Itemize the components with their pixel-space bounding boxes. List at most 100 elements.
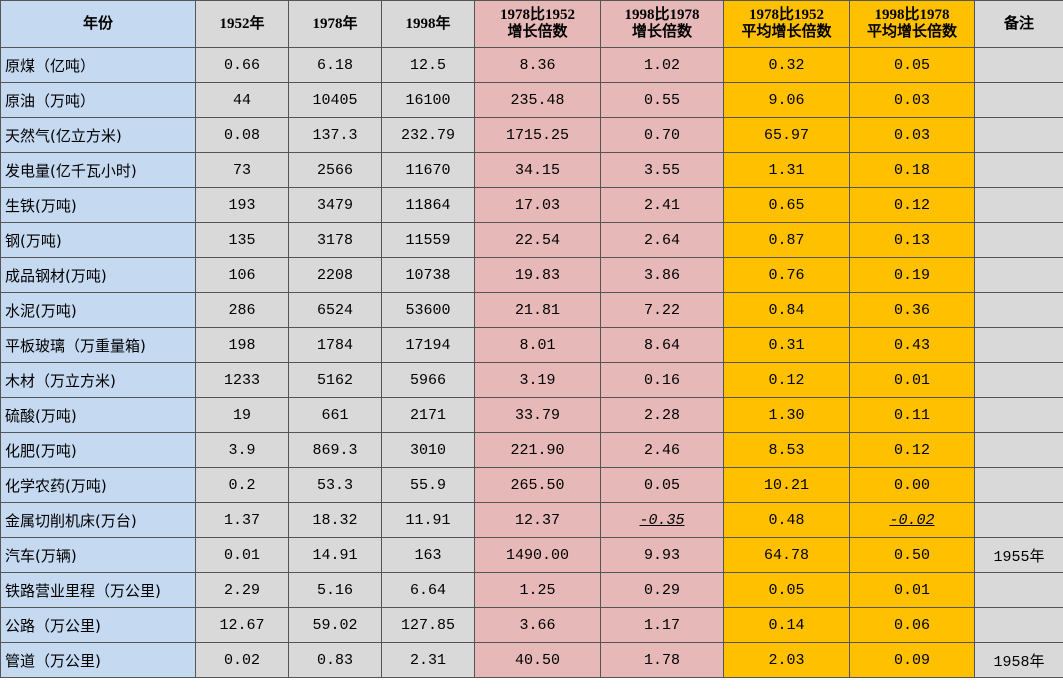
value-cell: 286	[195, 292, 289, 328]
value-cell: 0.83	[288, 642, 382, 678]
value-cell: 0.70	[600, 117, 724, 153]
value-cell: 1715.25	[474, 117, 601, 153]
value-cell: 0.32	[723, 47, 850, 83]
table-body: 原煤（亿吨） 0.66 6.18 12.5 8.36 1.02 0.32 0.05 原油（万吨）…	[0, 47, 1063, 678]
value-cell: 22.54	[474, 222, 601, 258]
value-cell: 3178	[288, 222, 382, 258]
value-cell: 3010	[381, 432, 475, 468]
remark-cell	[974, 222, 1063, 258]
table-row: 水泥(万吨) 286 6524 53600 21.81 7.22 0.84 0.36	[0, 292, 1063, 328]
value-cell: 0.01	[849, 572, 975, 608]
row-label: 化学农药(万吨)	[0, 467, 196, 503]
value-cell: 65.97	[723, 117, 850, 153]
table-row: 汽车(万辆) 0.01 14.91 163 1490.00 9.93 64.78 0.50 19…	[0, 537, 1063, 573]
value-cell: 19	[195, 397, 289, 433]
value-cell: 6524	[288, 292, 382, 328]
value-cell: 12.37	[474, 502, 601, 538]
value-cell: 1784	[288, 327, 382, 363]
table-row: 铁路营业里程（万公里) 2.29 5.16 6.64 1.25 0.29 0.05 0.01	[0, 572, 1063, 608]
value-cell: 135	[195, 222, 289, 258]
table-row: 木材（万立方米) 1233 5162 5966 3.19 0.16 0.12 0.01	[0, 362, 1063, 398]
header-cell: 1998比1978 平均增长倍数	[849, 0, 975, 48]
value-cell: 0.05	[600, 467, 724, 503]
value-cell: 1490.00	[474, 537, 601, 573]
table-row: 钢(万吨) 135 3178 11559 22.54 2.64 0.87 0.13	[0, 222, 1063, 258]
table-row: 公路（万公里) 12.67 59.02 127.85 3.66 1.17 0.14 0.06	[0, 607, 1063, 643]
value-cell: 1.02	[600, 47, 724, 83]
value-cell: 0.84	[723, 292, 850, 328]
value-cell: 0.01	[849, 362, 975, 398]
value-cell: 0.03	[849, 117, 975, 153]
value-cell: 16100	[381, 82, 475, 118]
table-row: 化肥(万吨) 3.9 869.3 3010 221.90 2.46 8.53 0.12	[0, 432, 1063, 468]
value-cell: 0.11	[849, 397, 975, 433]
value-cell: 44	[195, 82, 289, 118]
header-row: 年份 1952年 1978年 1998年 1978比1952 增长倍数 1998比1978…	[0, 0, 1063, 48]
table-row: 管道（万公里) 0.02 0.83 2.31 40.50 1.78 2.03 0.09 1958…	[0, 642, 1063, 678]
value-cell: 0.13	[849, 222, 975, 258]
value-cell: 0.16	[600, 362, 724, 398]
value-cell: 0.03	[849, 82, 975, 118]
remark-cell	[974, 397, 1063, 433]
value-cell: 11.91	[381, 502, 475, 538]
row-label: 管道（万公里)	[0, 642, 196, 678]
value-cell: 265.50	[474, 467, 601, 503]
row-label: 公路（万公里)	[0, 607, 196, 643]
remark-cell	[974, 152, 1063, 188]
value-cell: -0.02	[849, 502, 975, 538]
value-cell: 1.25	[474, 572, 601, 608]
value-cell: 2.29	[195, 572, 289, 608]
value-cell: 19.83	[474, 257, 601, 293]
value-cell: 0.18	[849, 152, 975, 188]
row-label: 木材（万立方米)	[0, 362, 196, 398]
value-cell: 0.08	[195, 117, 289, 153]
value-cell: 8.36	[474, 47, 601, 83]
remark-cell	[974, 117, 1063, 153]
row-label: 原煤（亿吨）	[0, 47, 196, 83]
value-cell: 2208	[288, 257, 382, 293]
value-cell: 3479	[288, 187, 382, 223]
row-label: 原油（万吨）	[0, 82, 196, 118]
header-cell: 1998比1978 增长倍数	[600, 0, 724, 48]
header-cell: 1978年	[288, 0, 382, 48]
row-label: 金属切削机床(万台)	[0, 502, 196, 538]
value-cell: 0.19	[849, 257, 975, 293]
row-label: 发电量(亿千瓦小时)	[0, 152, 196, 188]
row-label: 水泥(万吨)	[0, 292, 196, 328]
value-cell: 0.76	[723, 257, 850, 293]
row-label: 铁路营业里程（万公里)	[0, 572, 196, 608]
value-cell: 0.01	[195, 537, 289, 573]
remark-cell	[974, 47, 1063, 83]
value-cell: 1.30	[723, 397, 850, 433]
remark-cell: 1958年	[974, 642, 1063, 678]
value-cell: 0.29	[600, 572, 724, 608]
value-cell: 53.3	[288, 467, 382, 503]
value-cell: 221.90	[474, 432, 601, 468]
data-table: 年份 1952年 1978年 1998年 1978比1952 增长倍数 1998比1978…	[0, 0, 1063, 678]
value-cell: 73	[195, 152, 289, 188]
value-cell: 17194	[381, 327, 475, 363]
value-cell: 55.9	[381, 467, 475, 503]
remark-cell	[974, 82, 1063, 118]
value-cell: 14.91	[288, 537, 382, 573]
value-cell: 0.43	[849, 327, 975, 363]
value-cell: 34.15	[474, 152, 601, 188]
value-cell: 0.36	[849, 292, 975, 328]
value-cell: 59.02	[288, 607, 382, 643]
row-label: 生铁(万吨)	[0, 187, 196, 223]
value-cell: 0.14	[723, 607, 850, 643]
value-cell: 1.17	[600, 607, 724, 643]
table-row: 成品钢材(万吨) 106 2208 10738 19.83 3.86 0.76 0.19	[0, 257, 1063, 293]
value-cell: 18.32	[288, 502, 382, 538]
value-cell: 0.48	[723, 502, 850, 538]
value-cell: 11864	[381, 187, 475, 223]
remark-cell	[974, 502, 1063, 538]
value-cell: 0.05	[723, 572, 850, 608]
remark-cell: 1955年	[974, 537, 1063, 573]
table-row: 发电量(亿千瓦小时) 73 2566 11670 34.15 3.55 1.31 0.18	[0, 152, 1063, 188]
value-cell: 0.06	[849, 607, 975, 643]
value-cell: 0.12	[723, 362, 850, 398]
value-cell: 3.19	[474, 362, 601, 398]
table-row: 原油（万吨） 44 10405 16100 235.48 0.55 9.06 0.03	[0, 82, 1063, 118]
value-cell: 5.16	[288, 572, 382, 608]
